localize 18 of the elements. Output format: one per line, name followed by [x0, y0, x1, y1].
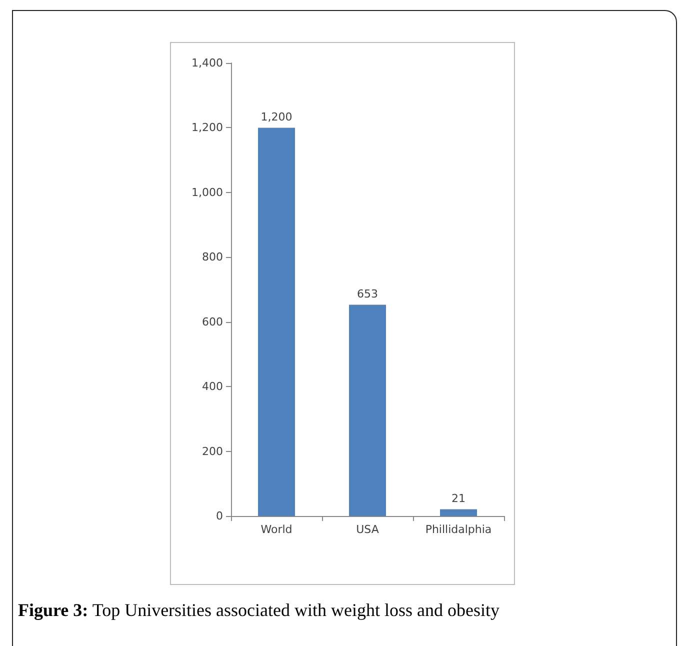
- bar: [440, 509, 477, 516]
- y-tick-label: 200: [202, 444, 223, 458]
- y-tick-label: 1,000: [192, 186, 223, 199]
- x-tick-label: Phillidalphia: [425, 523, 492, 536]
- y-tick-label: 400: [202, 380, 223, 394]
- data-label: 1,200: [260, 110, 292, 124]
- data-label: 21: [452, 492, 466, 506]
- y-tick-label: 0: [216, 510, 223, 522]
- bar: [258, 128, 295, 516]
- y-tick-label: 600: [202, 315, 223, 328]
- caption: Figure 3: Top Universities associated with weight loss and obesity: [18, 600, 500, 621]
- x-tick-label: USA: [356, 523, 380, 536]
- bar: [349, 304, 386, 516]
- y-tick-label: 1,200: [192, 121, 223, 134]
- y-tick-label: 1,400: [192, 56, 223, 70]
- y-tick-label: 800: [202, 250, 223, 264]
- x-tick-label: World: [260, 523, 292, 536]
- data-label: 653: [357, 288, 378, 301]
